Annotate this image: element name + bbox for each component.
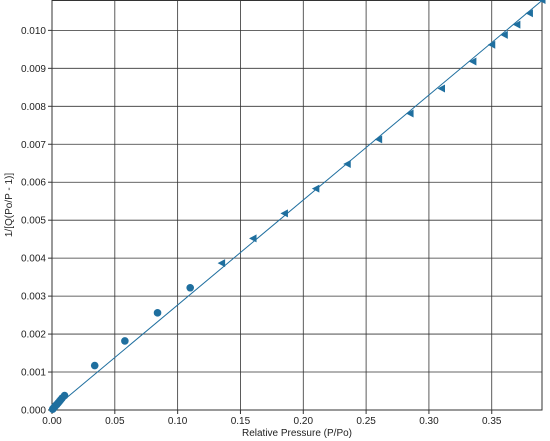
x-tick-label: 0.10 — [168, 416, 188, 427]
data-point-triangle — [217, 259, 226, 268]
data-point-triangle — [374, 135, 383, 144]
y-tick-label: 0.007 — [21, 140, 46, 151]
data-point-triangle — [468, 57, 477, 66]
data-point-triangle — [406, 109, 414, 118]
y-tick-label: 0.001 — [21, 368, 46, 379]
x-tick-label: 0.00 — [42, 416, 62, 427]
data-point-triangle — [538, 0, 546, 4]
y-tick-label: 0.005 — [21, 216, 46, 227]
data-point-circle — [153, 309, 162, 317]
y-tick-label: 0.010 — [21, 26, 46, 37]
y-tick-label: 0.000 — [21, 406, 46, 417]
plot-frame — [51, 0, 543, 411]
series-line — [51, 0, 543, 411]
data-point-triangle — [500, 30, 508, 39]
y-tick-label: 0.003 — [21, 292, 46, 303]
data-point-triangle — [525, 9, 533, 18]
x-tick-label: 0.35 — [482, 416, 502, 427]
x-tick-label: 0.05 — [105, 416, 125, 427]
data-point-circle — [90, 361, 99, 370]
data-point-circle — [121, 337, 129, 345]
x-tick-label: 0.15 — [231, 416, 251, 427]
data-point-circle — [186, 283, 195, 292]
data-point-triangle — [512, 20, 521, 29]
y-tick-label: 0.008 — [21, 102, 46, 113]
data-point-circle — [60, 391, 69, 400]
y-tick-label: 0.009 — [21, 64, 46, 75]
data-point-triangle — [487, 40, 496, 49]
x-tick-label: 0.25 — [356, 416, 376, 427]
data-point-triangle — [343, 160, 351, 168]
y-tick-label: 0.002 — [21, 330, 46, 341]
y-axis-ticks: 0.000 0.001 0.002 0.003 0.004 0.005 0.006 0.007… — [21, 26, 52, 417]
y-tick-label: 0.004 — [21, 254, 46, 265]
data-point-triangle — [311, 184, 320, 193]
x-axis-ticks: 0.00 0.05 0.10 0.15 0.20 0.25 0.30 0.35 — [42, 410, 502, 427]
data-point-triangle — [249, 234, 257, 243]
y-axis-label: 1/[Q(Po/P - 1)] — [4, 173, 15, 238]
data-point-triangle — [437, 84, 445, 93]
x-tick-label: 0.30 — [419, 416, 439, 427]
data-point-triangle — [280, 209, 288, 218]
data-points — [48, 0, 546, 414]
x-tick-label: 0.20 — [294, 416, 314, 427]
y-tick-label: 0.006 — [21, 178, 46, 189]
x-axis-label: Relative Pressure (P/Po) — [242, 428, 352, 439]
